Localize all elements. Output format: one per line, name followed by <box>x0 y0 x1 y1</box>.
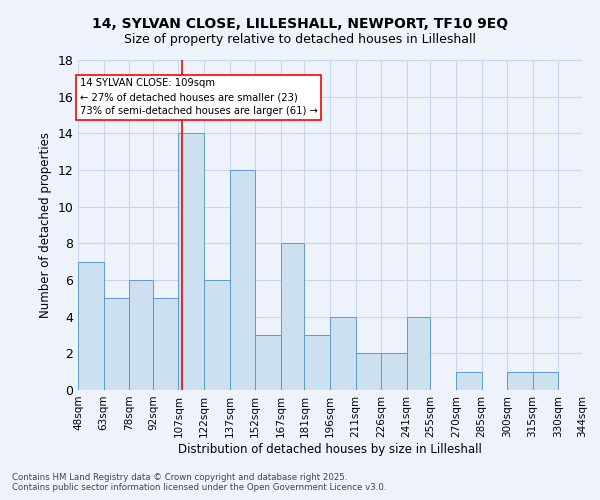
Bar <box>104 298 129 390</box>
Y-axis label: Number of detached properties: Number of detached properties <box>39 132 52 318</box>
Bar <box>533 372 558 390</box>
Bar <box>281 244 304 390</box>
Bar <box>153 298 178 390</box>
Text: 14, SYLVAN CLOSE, LILLESHALL, NEWPORT, TF10 9EQ: 14, SYLVAN CLOSE, LILLESHALL, NEWPORT, T… <box>92 18 508 32</box>
Text: Contains HM Land Registry data © Crown copyright and database right 2025.
Contai: Contains HM Land Registry data © Crown c… <box>12 473 386 492</box>
Bar <box>381 354 407 390</box>
Bar <box>129 280 153 390</box>
Bar <box>456 372 482 390</box>
Bar <box>356 354 381 390</box>
Bar <box>230 170 255 390</box>
Text: 14 SYLVAN CLOSE: 109sqm
← 27% of detached houses are smaller (23)
73% of semi-de: 14 SYLVAN CLOSE: 109sqm ← 27% of detache… <box>80 78 317 116</box>
Bar <box>178 134 204 390</box>
Text: Size of property relative to detached houses in Lilleshall: Size of property relative to detached ho… <box>124 32 476 46</box>
X-axis label: Distribution of detached houses by size in Lilleshall: Distribution of detached houses by size … <box>178 442 482 456</box>
Bar <box>204 280 230 390</box>
Bar <box>330 316 356 390</box>
Bar <box>255 335 281 390</box>
Bar <box>407 316 430 390</box>
Bar <box>78 262 104 390</box>
Bar <box>507 372 533 390</box>
Bar <box>304 335 330 390</box>
